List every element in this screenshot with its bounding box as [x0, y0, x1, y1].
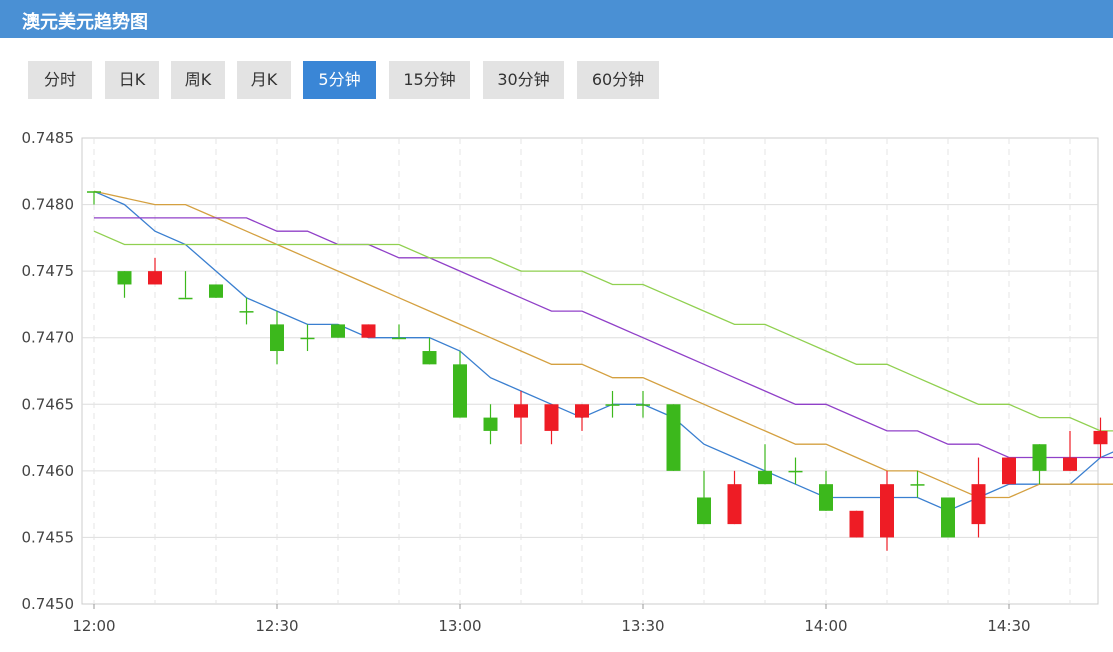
y-tick-label: 0.7480: [22, 196, 75, 214]
moving-average-line-2: [93, 190, 1113, 499]
y-tick-label: 0.7450: [22, 595, 75, 613]
candle-body: [239, 311, 254, 313]
candle-body: [727, 484, 742, 525]
candle-body: [209, 284, 223, 298]
tab-time-sharing[interactable]: 分时: [28, 61, 92, 99]
candle-body: [941, 497, 955, 538]
candle-body: [1032, 444, 1047, 471]
x-tick-label: 13:00: [438, 617, 481, 635]
candle-body: [1063, 457, 1077, 471]
x-tick-label: 14:30: [987, 617, 1030, 635]
x-tick-label: 12:00: [72, 617, 115, 635]
candle-body: [422, 351, 437, 365]
candle-body: [697, 497, 711, 525]
candle-body: [910, 484, 925, 486]
tab-5min[interactable]: 5分钟: [303, 61, 376, 99]
moving-average-line-4: [93, 230, 1113, 432]
candle-body: [971, 484, 986, 525]
tab-monthly-k[interactable]: 月K: [237, 61, 291, 99]
x-tick-label: 13:30: [621, 617, 664, 635]
candle-body: [392, 337, 406, 340]
candle-body: [636, 404, 650, 406]
tab-30min[interactable]: 30分钟: [483, 61, 564, 99]
tab-60min[interactable]: 60分钟: [577, 61, 659, 99]
candle-body: [666, 404, 681, 471]
moving-average-line-3: [94, 217, 1113, 459]
tab-weekly-k[interactable]: 周K: [171, 61, 225, 99]
x-tick-label: 12:30: [255, 617, 298, 635]
candle-body: [758, 470, 772, 485]
candle-body: [1093, 430, 1108, 445]
x-tick-label: 14:00: [804, 617, 847, 635]
header-bar: 澳元美元趋势图: [0, 0, 1113, 38]
candle-body: [300, 337, 315, 340]
candle-body: [819, 484, 833, 511]
candle-body: [849, 510, 864, 538]
plot-frame: [81, 137, 1099, 605]
candle-body: [514, 404, 528, 418]
candle-body: [117, 271, 132, 285]
candle-body: [605, 404, 620, 406]
candle-body: [880, 484, 894, 538]
y-tick-label: 0.7475: [22, 262, 75, 280]
moving-average-line-1: [93, 190, 1113, 512]
candle-body: [148, 271, 162, 285]
candle-body: [270, 324, 284, 352]
candle-body: [453, 364, 467, 418]
y-tick-label: 0.7460: [22, 462, 75, 480]
y-tick-label: 0.7455: [22, 528, 75, 546]
candle-body: [87, 191, 101, 193]
candle-body: [331, 324, 345, 338]
y-tick-label: 0.7465: [22, 395, 75, 413]
page-title: 澳元美元趋势图: [22, 12, 148, 33]
candle-body: [544, 404, 559, 431]
tab-daily-k[interactable]: 日K: [105, 61, 159, 99]
candle-body: [788, 470, 803, 473]
tab-15min[interactable]: 15分钟: [389, 61, 470, 99]
candle-body: [1002, 457, 1016, 485]
candle-body: [483, 417, 498, 431]
y-tick-label: 0.7485: [22, 129, 75, 147]
candle-body: [178, 297, 193, 300]
y-tick-label: 0.7470: [22, 329, 75, 347]
candlestick-chart: 0.7485 0.7480 0.7475 0.7470 0.7465 0.7460 0.74…: [22, 129, 1113, 635]
candle-body: [575, 404, 589, 418]
candle-body: [361, 324, 376, 338]
